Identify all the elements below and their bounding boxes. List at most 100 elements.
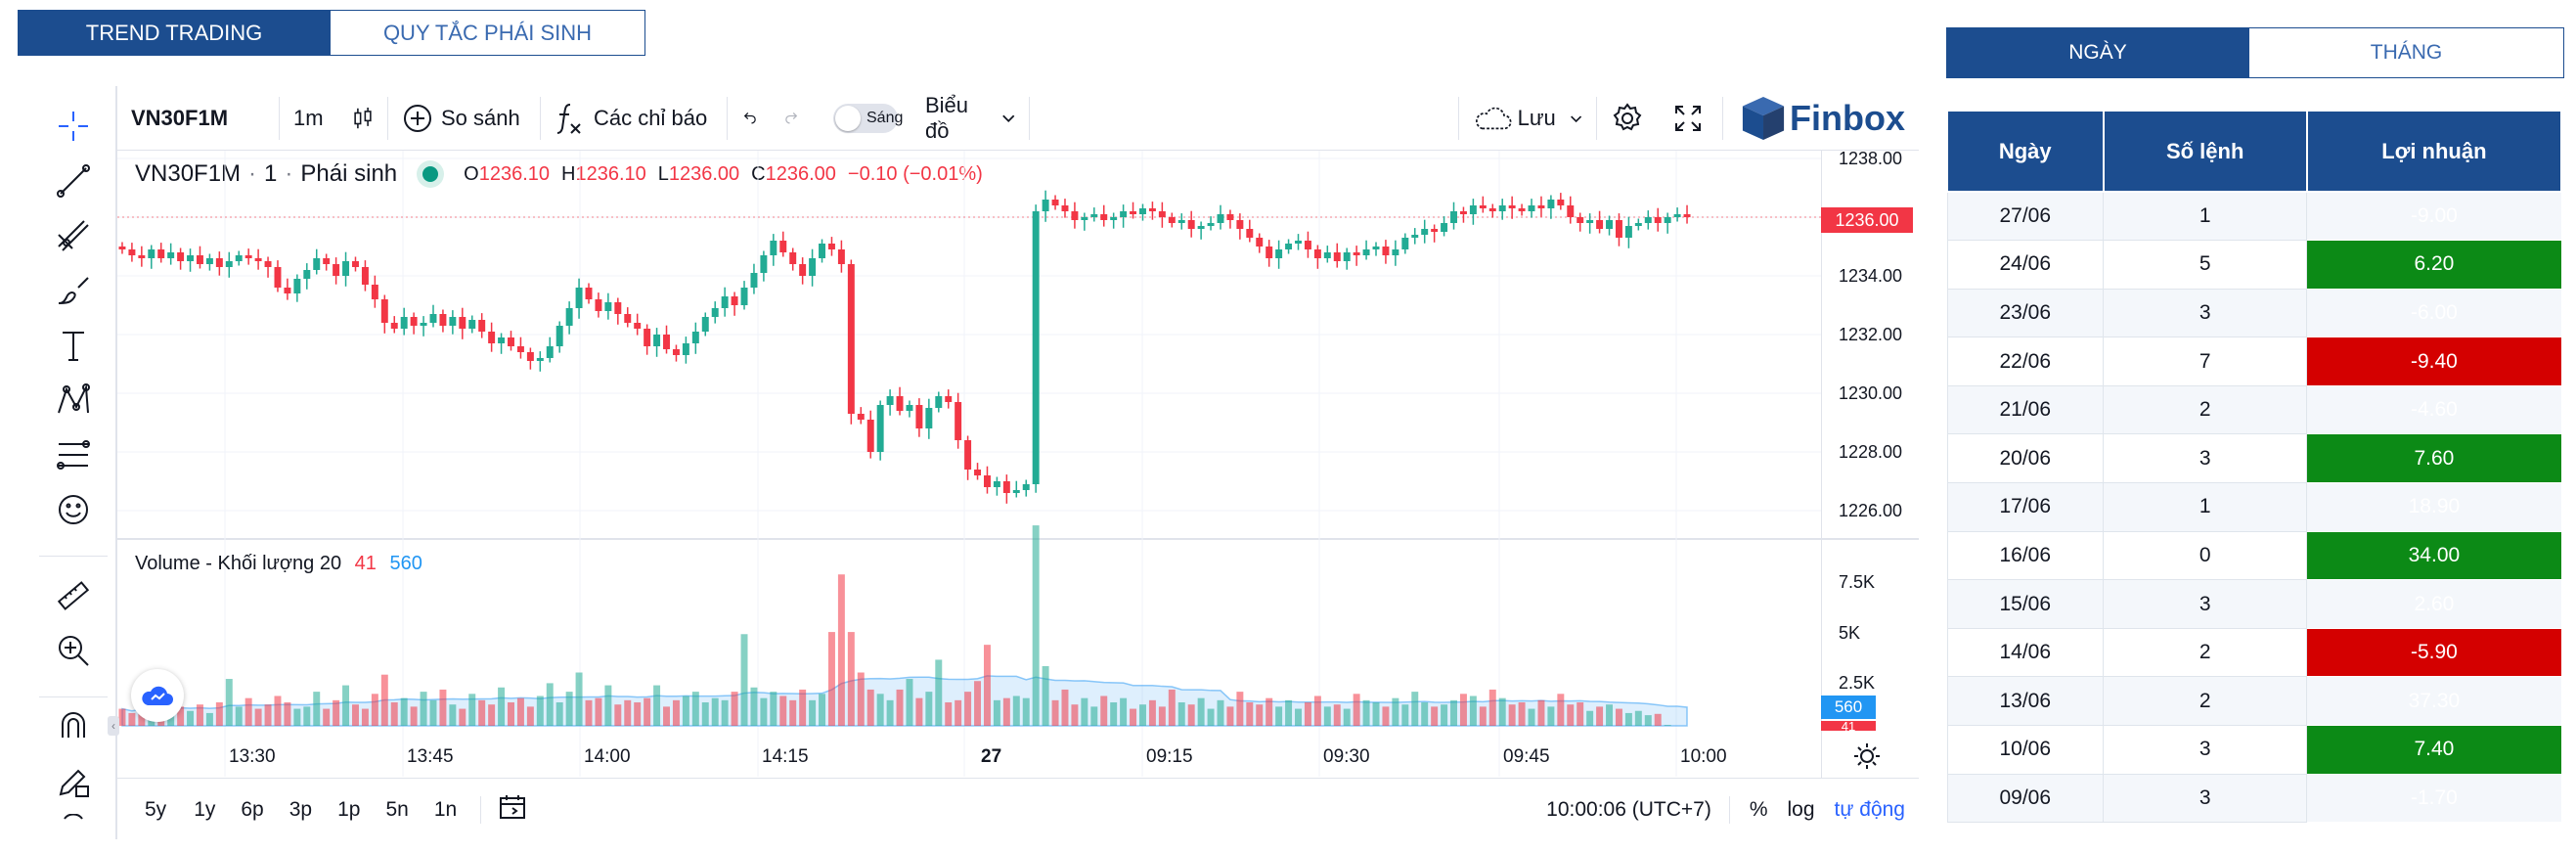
lock-drawing-tool[interactable] [51,759,96,804]
table-row[interactable]: 14/06 2 -5.90 [1946,627,2562,678]
settings-button[interactable] [1597,86,1660,151]
volume-bar [498,687,506,726]
legend-dot-sep: · [285,160,293,187]
candlestick-icon [354,108,372,129]
table-row[interactable]: 27/06 1 -9.00 [1946,191,2562,242]
save-button[interactable]: Lưu [1459,86,1596,151]
goto-date-button[interactable] [499,794,526,826]
range-3m[interactable]: 3p [289,798,313,821]
volume-bar [459,708,466,726]
table-row[interactable]: 09/06 3 -1.70 [1946,773,2562,824]
volume-bar [546,683,554,726]
brush-tool[interactable] [51,268,96,313]
volume-bar [390,702,398,726]
zoom-in-icon [59,636,89,666]
volume-bar [585,699,593,726]
table-row[interactable]: 21/06 2 -4.60 [1946,384,2562,435]
undo-button[interactable] [728,86,771,151]
table-row[interactable]: 24/06 5 6.20 [1946,240,2562,290]
magnet-tool[interactable] [51,704,96,749]
volume-bar [1226,706,1234,726]
candle-body [819,244,826,258]
volume-bar [847,632,855,726]
chart-type-menu[interactable]: Biểu đồ [911,86,1029,151]
trend-line-icon [57,164,90,198]
more-icon [64,814,83,820]
volume-bar [420,692,427,726]
legend-dot-sep: · [248,160,257,187]
volume-bar [750,687,758,726]
volume-bar [915,697,923,726]
redo-button[interactable] [771,86,814,151]
tab-derivative-rules[interactable]: QUY TẮC PHÁI SINH [331,10,645,56]
range-5d[interactable]: 5n [385,798,409,821]
text-tool[interactable] [51,323,96,368]
volume-bar [731,692,738,726]
range-1d[interactable]: 1n [433,798,458,821]
measure-tool[interactable] [51,573,96,618]
volume-bar [555,702,563,726]
table-row[interactable]: 13/06 2 37.30 [1946,676,2562,727]
candle-body [1100,214,1108,220]
table-row[interactable]: 22/06 7 -9.40 [1946,337,2562,386]
volume-bar [313,692,321,726]
table-row[interactable]: 20/06 3 7.60 [1946,433,2562,484]
table-row[interactable]: 17/06 1 18.90 [1946,482,2562,532]
candle-body [1197,226,1205,229]
pattern-tool[interactable] [51,378,96,423]
chart-left-border [115,86,117,839]
candle-body [993,481,1000,487]
table-row[interactable]: 23/06 3 -6.00 [1946,288,2562,338]
trend-line-tool[interactable] [51,158,96,203]
volume-bar [925,692,933,726]
indicators-button[interactable]: Các chỉ báo [541,86,727,151]
volume-bar [964,692,972,726]
range-1m[interactable]: 1p [337,798,361,821]
cell-orders: 3 [2103,773,2308,824]
range-6m[interactable]: 6p [241,798,264,821]
theme-toggle[interactable]: Sáng [814,86,911,151]
tab-month[interactable]: THÁNG [2249,27,2564,78]
table-row[interactable]: 16/06 0 34.00 [1946,530,2562,581]
candle-style-button[interactable] [338,86,387,151]
clock[interactable]: 10:00:06 (UTC+7) [1546,798,1711,821]
legend-symbol[interactable]: VN30F1M [135,160,242,187]
crosshair-tool[interactable] [51,104,96,149]
range-1y[interactable]: 1y [194,798,216,821]
table-row[interactable]: 15/06 3 2.60 [1946,579,2562,629]
compare-label: So sánh [441,106,520,130]
zoom-tool[interactable] [51,628,96,673]
volume-bar [1158,706,1166,726]
symbol-search[interactable]: VN30F1M [131,106,229,130]
fibonacci-icon [57,440,90,470]
pane-divider[interactable] [117,538,1919,540]
percent-scale-toggle[interactable]: % [1749,798,1768,821]
table-row[interactable]: 10/06 3 7.40 [1946,725,2562,775]
fib-tool[interactable] [51,432,96,477]
axis-settings-button[interactable] [1852,741,1882,776]
cell-profit: -6.00 [2306,288,2562,338]
candle-body [1411,235,1419,238]
collapse-toolbar-handle[interactable]: ‹ [108,716,119,736]
volume-bar [945,702,953,726]
fullscreen-button[interactable] [1660,86,1722,151]
log-scale-toggle[interactable]: log [1787,798,1815,821]
tab-trend-trading[interactable]: TREND TRADING [18,10,331,56]
cloud-sync-button[interactable] [131,669,184,722]
range-5y[interactable]: 5y [145,798,167,821]
pitchfork-tool[interactable] [51,213,96,258]
tab-day[interactable]: NGÀY [1946,27,2249,78]
time-tick: 14:00 [584,746,631,767]
auto-scale-toggle[interactable]: tự động [1834,798,1905,821]
volume-bar [449,704,457,726]
volume-bar [1032,525,1040,726]
candle-body [516,346,524,352]
volume-bar [244,697,252,726]
candle-body [1217,214,1224,223]
volume-legend: Volume - Khối lượng 20 41 560 [135,553,422,575]
more-tool[interactable] [51,814,96,833]
emoji-tool[interactable] [51,487,96,532]
interval-button[interactable]: 1m [293,106,324,130]
price-chart[interactable] [117,151,1821,777]
compare-button[interactable]: So sánh [388,86,540,151]
